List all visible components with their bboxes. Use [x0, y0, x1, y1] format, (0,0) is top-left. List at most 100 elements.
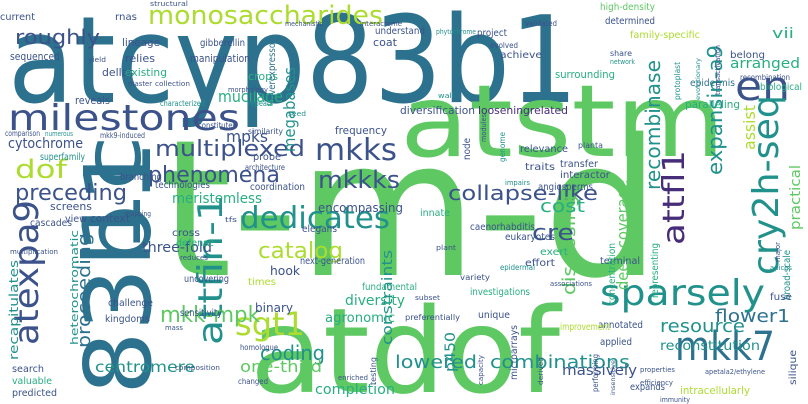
word-challenge: challenge: [108, 298, 153, 309]
word-changed: changed: [238, 377, 268, 386]
word-mkkks: mkkks: [318, 166, 400, 194]
word-preceding: preceding: [15, 181, 127, 206]
word-context: context: [90, 212, 131, 225]
word-times: times: [248, 277, 276, 288]
word-interactor: interactor: [560, 170, 611, 181]
word-traits: traits: [525, 162, 555, 173]
word-p450: p450: [443, 332, 459, 372]
word-assist: assist: [740, 105, 759, 150]
word-atexpag: atexpa9: [7, 200, 47, 345]
word-caenorhabditis: caenorhabditis: [470, 222, 535, 233]
word-valuable: valuable: [12, 376, 52, 387]
word-biological: biological: [760, 82, 802, 93]
word-relies: relies: [125, 52, 155, 65]
word-major: major: [774, 242, 782, 262]
word-morphology: morphology: [228, 86, 268, 94]
word-83b1: 83b1: [65, 140, 172, 395]
word-homologue: homologue: [240, 343, 278, 352]
word-efficiency: efficiency: [640, 379, 673, 387]
word-crops: crops: [248, 70, 278, 83]
word-next-generation: next-generation: [300, 256, 365, 267]
word-characterized: characterized: [160, 99, 205, 108]
word-atstm: atstm: [400, 63, 725, 180]
word-broad-scale: broad-scale: [782, 250, 793, 300]
word-immunity: immunity: [660, 396, 690, 404]
word-attfin-1: attfin-1: [191, 195, 231, 345]
word-insensitive: insensitive: [610, 360, 617, 395]
word-heterochromatic: heterochromatic: [68, 230, 81, 345]
word-effort: effort: [525, 258, 555, 269]
word-encompassing: encompassing: [318, 201, 403, 215]
word-catalog: catalog: [258, 239, 343, 264]
word-superfamily: superfamily: [40, 152, 85, 163]
word-share: share: [610, 49, 632, 58]
word-apetala2-ethylene: apetala2/ethylene: [705, 368, 765, 376]
word-surrounding: surrounding: [555, 68, 615, 81]
word-expands: expands: [630, 382, 665, 393]
word-phytochrome: phytochrome: [436, 28, 476, 36]
word-combinations: combinations: [490, 352, 630, 373]
word-planta: planta: [578, 141, 603, 150]
word-uncovering: uncovering: [184, 274, 229, 285]
word-centromere: centromere: [95, 358, 195, 376]
word-collection: collection: [155, 80, 190, 88]
word-resource: resource: [660, 316, 745, 337]
word-multiplication: multiplication: [10, 248, 58, 256]
word-mkk9-induced: mkk9-induced: [100, 131, 145, 140]
word-diversification: diversification: [400, 104, 475, 117]
word-constitutes: constitutes: [198, 121, 236, 130]
word-expansin-a9: expansin-a9: [703, 45, 727, 175]
word-lineage: lineage: [122, 36, 160, 49]
word-architecture: architecture: [245, 163, 285, 172]
word-properties: properties: [640, 366, 675, 374]
word-sensitivity: sensitivity: [180, 308, 222, 319]
word-determined: determined: [605, 16, 655, 27]
word-mapping: mapping: [125, 210, 151, 218]
word-recombination: recombination: [740, 73, 790, 82]
word-arranged: arranged: [730, 56, 800, 72]
word-coordination: coordination: [250, 182, 305, 193]
word-transfer: transfer: [560, 159, 599, 170]
word-concentration: concentration: [607, 243, 618, 305]
word-collapse-like: collapse-like: [448, 181, 598, 205]
word-associations: associations: [550, 280, 592, 288]
word-mass: mass: [165, 324, 183, 332]
word-wall: wall: [438, 92, 454, 100]
word-impairs: impairs: [505, 179, 530, 187]
word-plant: plant: [436, 244, 456, 252]
word-practical: practical: [788, 165, 804, 230]
word-apices: apices: [770, 264, 792, 272]
word-constraints: constraints: [380, 250, 396, 345]
word-intracellularly: intracellularly: [680, 384, 750, 397]
word-search: search: [12, 364, 44, 375]
word-yield: yield: [88, 56, 106, 64]
word-silique: silique: [788, 350, 799, 385]
word-applied: applied: [600, 337, 632, 348]
word-reveals: reveals: [75, 94, 110, 107]
word-composition: composition: [175, 364, 220, 372]
word-elegans: elegans: [302, 224, 337, 235]
word-mkk7: mkk7: [675, 324, 775, 370]
word-flower1: flower1: [715, 306, 790, 327]
word-unique: unique: [478, 310, 510, 321]
word-seed: seed: [288, 110, 306, 118]
word-cytochrome: cytochrome: [8, 136, 83, 152]
word-coding: coding: [260, 341, 325, 365]
word-massively: massively: [562, 363, 637, 379]
word-cost: cost: [540, 196, 585, 217]
word-mkk-mpk: mkk-mpk: [160, 303, 260, 328]
word-node: node: [462, 138, 473, 160]
word-view: view: [65, 214, 87, 225]
word-monosaccharides: monosaccharides: [148, 1, 383, 31]
word-recapitulates: recapitulates: [7, 260, 21, 360]
word-roughly: roughly: [15, 25, 100, 49]
word-completion: completion: [315, 382, 395, 398]
word-achieve: achieve: [500, 50, 542, 61]
word-cry2h-seq: cry2h-seq: [746, 95, 787, 275]
word-protoplast: protoplast: [673, 62, 682, 100]
word-en: en: [735, 64, 790, 110]
word-mkks: mkks: [315, 133, 397, 168]
word-kingdoms: kingdoms: [105, 314, 150, 325]
word-recombinase: recombinase: [641, 60, 665, 190]
word-hook: hook: [270, 264, 300, 278]
